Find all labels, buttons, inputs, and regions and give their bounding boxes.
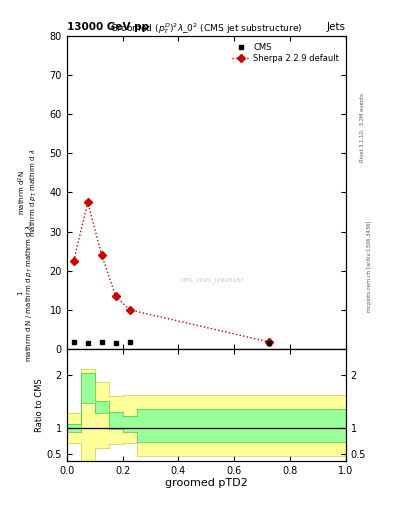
X-axis label: groomed pTD2: groomed pTD2 [165, 478, 248, 488]
Text: CMS_2021_I1920187: CMS_2021_I1920187 [180, 277, 244, 283]
CMS [72, 339, 76, 345]
Line: Sherpa 2.2.9 default: Sherpa 2.2.9 default [71, 199, 272, 345]
CMS [267, 340, 272, 346]
Line: CMS: CMS [72, 339, 272, 346]
CMS [99, 339, 104, 345]
Text: mathrm d$^2$N
mathrm d $p_T$ mathrm d $\lambda$: mathrm d$^2$N mathrm d $p_T$ mathrm d $\… [16, 148, 39, 237]
Text: 1
mathrm d N / mathrm d $p_T$ mathrm d $\lambda$: 1 mathrm d N / mathrm d $p_T$ mathrm d $… [18, 224, 35, 361]
Sherpa 2.2.9 default [267, 339, 272, 345]
Sherpa 2.2.9 default [99, 252, 104, 258]
Sherpa 2.2.9 default [72, 258, 76, 264]
Sherpa 2.2.9 default [85, 199, 90, 205]
Legend: CMS, Sherpa 2.2.9 default: CMS, Sherpa 2.2.9 default [230, 40, 342, 66]
Text: Rivet 3.1.10,  3.2M events: Rivet 3.1.10, 3.2M events [360, 94, 365, 162]
Text: 13000 GeV pp: 13000 GeV pp [67, 22, 149, 32]
Text: Jets: Jets [327, 22, 346, 32]
Y-axis label: Ratio to CMS: Ratio to CMS [35, 378, 44, 432]
CMS [127, 339, 132, 345]
CMS [85, 340, 90, 346]
Title: Groomed $(p_T^D)^2\lambda\_0^2$ (CMS jet substructure): Groomed $(p_T^D)^2\lambda\_0^2$ (CMS jet… [110, 21, 303, 36]
Sherpa 2.2.9 default [113, 293, 118, 299]
CMS [113, 340, 118, 346]
Text: mcplots.cern.ch [arXiv:1306.3436]: mcplots.cern.ch [arXiv:1306.3436] [367, 221, 373, 312]
Sherpa 2.2.9 default [127, 307, 132, 313]
